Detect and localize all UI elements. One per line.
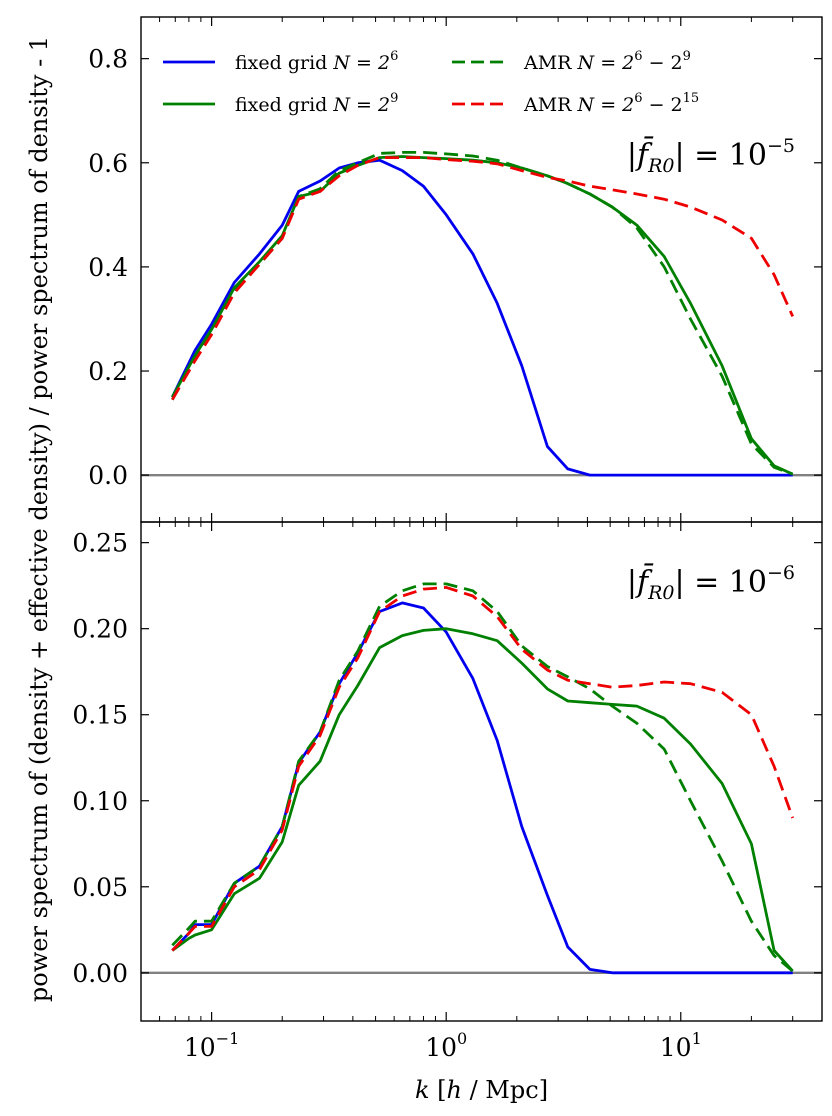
- panel-annotation: |f̄R0| = 10−6: [627, 562, 795, 604]
- x-tick-label: 101: [660, 1029, 702, 1062]
- series-group: [171, 150, 794, 477]
- y-tick-label: 0.10: [72, 787, 128, 816]
- series-line-amr-2e6-2e15: [171, 156, 794, 401]
- legend-text-prefix: fixed grid: [235, 94, 333, 116]
- legend-label: AMR N = 26 − 215: [523, 91, 699, 116]
- series-line-fixed-2e6: [171, 601, 793, 975]
- x-title-open: [: [429, 1076, 446, 1104]
- x-tick-exponent: −1: [216, 1029, 240, 1048]
- x-title-unit: / Mpc: [462, 1076, 539, 1104]
- legend-math: N = 2: [577, 94, 635, 116]
- y-tick-label: 0.2: [88, 357, 128, 386]
- x-title-h: h: [446, 1076, 461, 1104]
- series-group: [171, 582, 795, 975]
- series-line-fixed-2e6: [171, 158, 793, 477]
- x-axis-title: k [h / Mpc]: [415, 1076, 548, 1104]
- legend-label: fixed grid N = 29: [235, 91, 398, 116]
- annotation-rhs: | = 10: [674, 565, 767, 600]
- y-tick-label: 0.8: [88, 45, 128, 74]
- x-title-k: k: [415, 1076, 430, 1104]
- y-tick-label: 0.15: [72, 701, 128, 730]
- annotation-exponent: −5: [767, 135, 795, 157]
- y-tick-label: 0.6: [88, 149, 128, 178]
- legend-exponent: 6: [634, 91, 642, 106]
- legend-entry: fixed grid N = 26: [163, 49, 398, 74]
- legend-text-prefix: AMR: [523, 52, 578, 74]
- y-tick-label: 0.25: [72, 529, 128, 558]
- legend-math: N = 2: [577, 52, 635, 74]
- annotation-exponent: −6: [767, 562, 795, 584]
- x-tick-base: 10: [425, 1033, 457, 1062]
- annotation-subscript: R0: [647, 155, 674, 177]
- series-line-fixed-2e9: [171, 155, 794, 476]
- legend-exponent: 9: [390, 91, 398, 106]
- x-tick-exponent: 1: [692, 1029, 702, 1048]
- y-tick-label: 0.20: [72, 615, 128, 644]
- legend-label: AMR N = 26 − 29: [523, 49, 691, 74]
- panel-annotation: |f̄R0| = 10−5: [627, 135, 795, 177]
- series-line-amr-2e6-2e9: [171, 150, 794, 476]
- y-tick-label: 0.05: [72, 873, 128, 902]
- legend-text-prefix: AMR: [523, 94, 578, 116]
- x-tick-label: 100: [425, 1029, 467, 1062]
- series-line-amr-2e6-2e9: [171, 582, 794, 973]
- x-title-close: ]: [539, 1076, 548, 1104]
- annotation-subscript: R0: [647, 582, 674, 604]
- axes-frame: [140, 521, 823, 1022]
- y-axis-title: power spectrum of (density + effective d…: [25, 36, 53, 1002]
- series-line-fixed-2e9: [171, 627, 794, 973]
- legend-entry: AMR N = 26 − 215: [452, 91, 699, 116]
- legend-math: N = 2: [332, 94, 390, 116]
- x-tick-exponent: 0: [457, 1029, 467, 1048]
- legend-entry: AMR N = 26 − 29: [452, 49, 691, 74]
- legend-math: N = 2: [332, 52, 390, 74]
- x-tick-labels: 10−1 100 101: [184, 1029, 702, 1062]
- x-tick-label: 10−1: [184, 1029, 239, 1062]
- legend-entry: fixed grid N = 29: [163, 91, 398, 116]
- legend-tail-exponent: 9: [683, 49, 691, 64]
- y-tick-label: 0.00: [72, 959, 128, 988]
- legend-exponent: 6: [390, 49, 398, 64]
- panel-bottom-fR0-1e-6: 0.00 0.05 0.10 0.15 0.20 0.25 |f̄R0| = 10−6: [72, 521, 823, 1022]
- legend-text-prefix: fixed grid: [235, 52, 333, 74]
- y-tick-label: 0.0: [88, 461, 128, 490]
- series-line-amr-2e6-2e15: [171, 586, 795, 952]
- legend-exponent: 6: [634, 49, 642, 64]
- legend-tail: − 2: [643, 94, 683, 116]
- panel-top-fR0-1e-5: 0.0 0.2 0.4 0.6 0.8 |f̄R0| = 10−5: [88, 16, 823, 523]
- legend-tail: − 2: [643, 52, 683, 74]
- y-tick-label: 0.4: [88, 253, 128, 282]
- legend-tail-exponent: 15: [683, 91, 700, 106]
- x-tick-base: 10: [660, 1033, 692, 1062]
- x-tick-base: 10: [184, 1033, 216, 1062]
- annotation-rhs: | = 10: [674, 138, 767, 173]
- legend-label: fixed grid N = 26: [235, 49, 398, 74]
